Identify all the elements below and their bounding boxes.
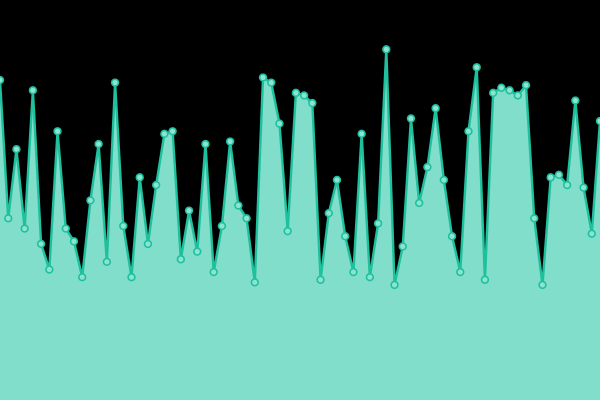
data-point-marker bbox=[464, 127, 473, 136]
area-fill bbox=[0, 49, 600, 400]
data-point-marker bbox=[267, 78, 276, 87]
data-point-marker bbox=[316, 275, 325, 284]
data-point-marker bbox=[151, 180, 161, 190]
data-point-marker bbox=[390, 280, 399, 290]
data-point-marker bbox=[160, 129, 169, 139]
data-point-marker bbox=[595, 116, 600, 126]
data-point-marker bbox=[250, 278, 259, 287]
data-point-marker bbox=[234, 201, 243, 210]
data-point-marker bbox=[406, 114, 416, 123]
data-point-marker bbox=[12, 145, 21, 154]
data-point-marker bbox=[20, 224, 29, 233]
data-point-marker bbox=[530, 214, 539, 223]
data-point-marker bbox=[53, 127, 62, 136]
data-point-marker bbox=[341, 232, 350, 241]
data-point-marker bbox=[373, 219, 383, 228]
data-point-marker bbox=[201, 139, 210, 149]
data-point-marker bbox=[587, 229, 596, 238]
data-point-marker bbox=[168, 127, 177, 136]
data-point-marker bbox=[521, 80, 531, 90]
data-point-marker bbox=[283, 226, 292, 236]
data-point-marker bbox=[332, 175, 342, 185]
data-point-marker bbox=[225, 137, 235, 146]
data-point-marker bbox=[414, 198, 424, 208]
data-point-marker bbox=[36, 239, 46, 249]
data-point-marker bbox=[184, 206, 194, 215]
data-point-marker bbox=[579, 183, 588, 192]
data-point-marker bbox=[102, 257, 112, 267]
data-point-marker bbox=[497, 83, 506, 92]
data-point-marker bbox=[513, 91, 523, 100]
data-point-marker bbox=[291, 88, 301, 98]
data-point-marker bbox=[209, 267, 218, 277]
data-point-marker bbox=[86, 196, 95, 205]
data-point-marker bbox=[135, 173, 144, 182]
data-point-marker bbox=[69, 237, 79, 246]
data-point-marker bbox=[119, 221, 128, 231]
data-point-marker bbox=[488, 88, 498, 98]
data-point-marker bbox=[538, 280, 547, 290]
data-point-marker bbox=[562, 180, 572, 190]
data-point-marker bbox=[431, 104, 440, 113]
data-point-marker bbox=[398, 242, 407, 251]
data-point-marker bbox=[299, 91, 309, 100]
data-point-marker bbox=[143, 239, 153, 249]
data-point-marker bbox=[324, 209, 333, 218]
data-point-marker bbox=[242, 214, 251, 223]
data-point-marker bbox=[546, 173, 555, 182]
data-point-marker bbox=[217, 221, 227, 231]
data-point-marker bbox=[480, 275, 490, 284]
data-point-marker bbox=[28, 86, 38, 95]
data-point-marker bbox=[193, 247, 202, 256]
data-point-marker bbox=[456, 267, 465, 277]
data-point-marker bbox=[423, 162, 432, 172]
data-point-marker bbox=[439, 175, 449, 185]
data-point-marker bbox=[258, 73, 268, 82]
data-point-marker bbox=[382, 45, 391, 54]
data-point-marker bbox=[357, 129, 366, 139]
data-point-marker bbox=[4, 214, 13, 223]
data-point-marker bbox=[77, 273, 87, 282]
data-point-marker bbox=[472, 63, 481, 72]
data-point-marker bbox=[447, 232, 457, 241]
data-point-marker bbox=[45, 265, 54, 274]
data-point-marker bbox=[61, 224, 70, 233]
data-point-markers bbox=[0, 45, 600, 290]
data-point-marker bbox=[0, 75, 5, 85]
data-point-marker bbox=[349, 267, 358, 277]
data-point-marker bbox=[554, 170, 564, 180]
data-point-marker bbox=[127, 273, 136, 282]
data-point-marker bbox=[365, 273, 375, 282]
data-point-marker bbox=[110, 78, 120, 87]
data-point-marker bbox=[571, 96, 580, 105]
data-point-marker bbox=[505, 86, 514, 95]
data-point-marker bbox=[275, 119, 284, 128]
data-point-marker bbox=[308, 98, 317, 108]
data-point-marker bbox=[94, 139, 103, 149]
data-point-marker bbox=[176, 255, 186, 264]
